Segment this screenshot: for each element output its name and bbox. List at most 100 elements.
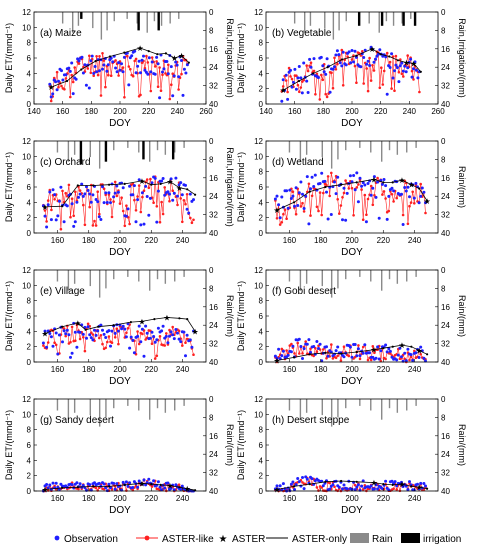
aster-only-point xyxy=(140,482,143,485)
aster-like-point xyxy=(413,349,416,353)
observation-point xyxy=(75,481,79,485)
observation-point xyxy=(288,188,292,192)
observation-point xyxy=(291,344,295,348)
rain-bar xyxy=(304,12,306,33)
observation-point xyxy=(401,69,405,73)
aster-like-point xyxy=(82,203,85,207)
x-tick-label: 220 xyxy=(145,365,159,374)
observation-point xyxy=(297,65,301,68)
rain-bar xyxy=(370,399,372,411)
observation-point xyxy=(179,487,183,491)
aster-like-point xyxy=(82,336,85,339)
observation-point xyxy=(88,483,92,487)
aster-only-line xyxy=(282,48,422,91)
aster-like-point xyxy=(336,62,339,66)
rain-bar xyxy=(73,270,76,284)
observation-point xyxy=(147,213,151,217)
observation-point xyxy=(302,487,306,491)
rain-bar xyxy=(73,399,76,413)
x-tick-label: 240 xyxy=(408,236,422,245)
aster-like-point xyxy=(133,59,136,63)
aster-only-point xyxy=(426,487,429,490)
observation-point xyxy=(113,331,117,335)
x-tick-label: 200 xyxy=(113,365,127,374)
observation-point xyxy=(305,79,309,83)
aster-only-point xyxy=(92,485,95,488)
observation-point xyxy=(71,92,75,96)
observation-point xyxy=(302,347,306,351)
observation-point xyxy=(150,330,154,334)
observation-point xyxy=(395,484,399,488)
observation-point xyxy=(81,484,85,487)
aster-like-point xyxy=(366,89,370,93)
observation-point xyxy=(291,194,295,198)
aster-like-point xyxy=(126,327,130,330)
aster-like-point xyxy=(400,72,404,76)
aster-like-point xyxy=(101,342,104,346)
aster-like-point xyxy=(318,98,322,101)
x-tick-label: 160 xyxy=(283,365,297,374)
x-tick-label: 260 xyxy=(199,107,213,116)
observation-point xyxy=(362,56,366,59)
observation-point xyxy=(57,333,61,337)
y2-tick-label: 16 xyxy=(209,303,218,312)
aster-like-point xyxy=(419,353,423,356)
observation-point xyxy=(368,64,372,67)
observation-point xyxy=(334,192,338,196)
aster-only-point xyxy=(156,53,159,56)
observation-point xyxy=(69,192,72,196)
observation-point xyxy=(400,355,403,359)
observation-point xyxy=(306,91,310,94)
observation-point xyxy=(113,191,117,195)
y-tick-label: 8 xyxy=(27,168,32,177)
aster-like-point xyxy=(50,208,53,212)
observation-point xyxy=(144,483,148,487)
y-tick-label: 4 xyxy=(27,456,32,465)
observation-point xyxy=(181,93,185,97)
aster-like-point xyxy=(43,209,47,212)
observation-point xyxy=(364,220,368,224)
y2-tick-label: 40 xyxy=(209,358,218,367)
rain-bar xyxy=(126,12,128,19)
observation-point xyxy=(309,65,313,69)
observation-point xyxy=(301,357,304,360)
aster-only-point xyxy=(405,61,408,64)
aster-like-point xyxy=(112,200,115,203)
aster-only-point xyxy=(355,350,358,354)
rain-bar xyxy=(309,12,312,26)
observation-point xyxy=(363,183,367,187)
observation-point xyxy=(305,477,309,481)
aster-like-point xyxy=(393,89,396,92)
aster-like-point xyxy=(298,352,301,355)
observation-point xyxy=(294,186,298,190)
aster-star: ★ xyxy=(273,206,280,215)
aster-like-point xyxy=(322,191,325,195)
aster-like-point xyxy=(360,188,363,191)
observation-point xyxy=(105,69,109,73)
observation-point xyxy=(361,351,365,355)
observation-point xyxy=(344,63,348,67)
aster-like-point xyxy=(71,80,75,84)
observation-point xyxy=(48,82,52,86)
observation-point xyxy=(281,78,285,82)
y-tick-label: 8 xyxy=(27,39,32,48)
rain-bar xyxy=(105,270,107,289)
aster-star: ★ xyxy=(408,181,415,190)
aster-only-point xyxy=(340,58,344,61)
aster-like-point xyxy=(189,216,192,220)
observation-point xyxy=(51,344,55,348)
aster-like-point xyxy=(302,78,306,82)
observation-point xyxy=(152,335,156,338)
aster-only-point xyxy=(275,208,278,212)
rain-bar xyxy=(138,141,140,153)
aster-like-point xyxy=(184,341,187,345)
rain-bar xyxy=(299,141,302,162)
observation-point xyxy=(422,482,426,485)
rain-bar xyxy=(288,270,291,282)
observation-point xyxy=(368,351,372,355)
observation-point xyxy=(185,333,189,337)
observation-point xyxy=(377,216,381,220)
aster-like-point xyxy=(117,342,120,346)
aster-like-point xyxy=(342,191,346,195)
